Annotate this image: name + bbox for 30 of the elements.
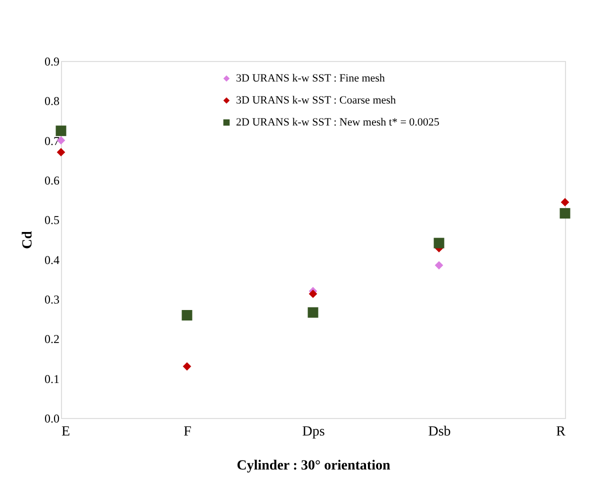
- y-tick-label: 0.8: [44, 94, 60, 108]
- x-tick-label: F: [184, 424, 192, 440]
- point: [56, 148, 66, 156]
- point: [182, 362, 192, 371]
- y-axis-title: Cd: [20, 230, 36, 249]
- x-axis-title: Cylinder : 30° orientation: [236, 458, 390, 474]
- y-tick-label: 0.3: [44, 292, 60, 306]
- point: [56, 126, 66, 136]
- y-tick-label: 0.9: [44, 54, 60, 68]
- x-tick-label: R: [556, 424, 566, 440]
- x-tick-label: Dps: [302, 424, 325, 440]
- y-tick-label: 0.7: [44, 134, 60, 148]
- y-tick-label: 0.5: [44, 213, 60, 228]
- y-tick-label: 0.2: [44, 332, 60, 346]
- x-tick-label: Dsb: [428, 424, 451, 440]
- point: [434, 238, 444, 248]
- point: [182, 310, 192, 321]
- y-tick-label: 0.6: [44, 174, 60, 188]
- point: [308, 307, 318, 318]
- y-tick-label: 0.4: [44, 252, 60, 267]
- y-tick-label: 0.1: [44, 372, 60, 386]
- legend-label: 3D URANS k-w SST : Coarse mesh: [236, 94, 396, 106]
- y-tick-label: 0.0: [44, 412, 60, 426]
- point: [560, 208, 570, 219]
- point: [434, 261, 444, 270]
- x-tick-label: E: [62, 424, 70, 440]
- legend-label: 2D URANS k-w SST : New mesh t* = 0.0025: [236, 116, 440, 128]
- point: [560, 198, 570, 206]
- point: [308, 290, 318, 298]
- legend-label: 3D URANS k-w SST : Fine mesh: [236, 72, 386, 84]
